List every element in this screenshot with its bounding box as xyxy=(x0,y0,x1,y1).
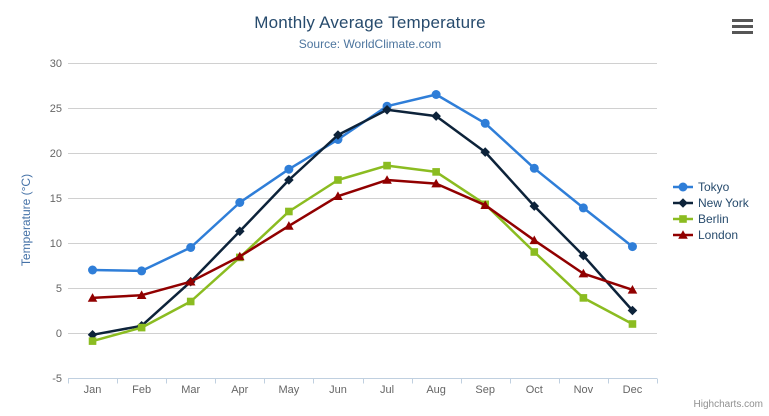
x-axis-label: Feb xyxy=(132,384,151,396)
x-axis-label: Apr xyxy=(231,384,248,396)
data-point[interactable] xyxy=(87,330,98,340)
data-point[interactable] xyxy=(185,276,196,286)
data-point[interactable] xyxy=(334,176,342,184)
data-point[interactable] xyxy=(383,161,391,170)
data-point[interactable] xyxy=(284,175,294,185)
legend-marker-diamond-icon xyxy=(673,198,693,208)
series-line-berlin[interactable] xyxy=(91,164,634,343)
data-point[interactable] xyxy=(431,111,441,121)
data-point[interactable] xyxy=(578,268,589,278)
x-axis-label: May xyxy=(278,384,299,396)
data-point[interactable] xyxy=(137,323,146,332)
data-point[interactable] xyxy=(235,198,245,207)
legend-marker-shape xyxy=(678,182,688,192)
chart-subtitle: Source: WorldClimate.com xyxy=(298,37,442,51)
series-line-london[interactable] xyxy=(91,178,634,300)
data-point[interactable] xyxy=(88,337,97,345)
data-point[interactable] xyxy=(578,203,588,213)
legend-marker-shape xyxy=(678,230,688,239)
legend-marker-circle-icon xyxy=(673,182,693,192)
x-axis-labels: Jan Feb Mar Apr May Jun Jul Aug Sep Oct Nov Dec xyxy=(84,384,643,396)
y-axis-labels: -5 0 5 10 15 20 25 30 xyxy=(50,58,62,385)
y-axis-label: 20 xyxy=(50,148,62,160)
data-point[interactable] xyxy=(628,320,637,328)
chart-title: Monthly Average Temperature xyxy=(254,13,486,32)
x-axis-label: Aug xyxy=(426,384,446,396)
data-point[interactable] xyxy=(136,290,147,299)
data-point[interactable] xyxy=(284,221,294,230)
legend-label: London xyxy=(698,228,739,242)
y-axis-label: 25 xyxy=(50,103,62,115)
x-axis-label: Sep xyxy=(475,384,495,396)
data-point[interactable] xyxy=(480,118,490,128)
data-point[interactable] xyxy=(530,248,539,256)
data-point[interactable] xyxy=(579,294,588,302)
series-line-new-york[interactable] xyxy=(91,108,634,337)
y-axis-label: 30 xyxy=(50,58,62,70)
series-new-york[interactable] xyxy=(87,105,638,340)
data-point[interactable] xyxy=(186,243,196,252)
x-axis-label: Jul xyxy=(380,384,394,396)
x-axis-label: Dec xyxy=(623,384,643,396)
series-line-tokyo[interactable] xyxy=(91,93,634,273)
data-point[interactable] xyxy=(529,201,540,211)
data-point[interactable] xyxy=(431,90,441,99)
y-axis-label: 0 xyxy=(56,328,62,340)
data-point[interactable] xyxy=(529,163,539,173)
legend-item-london[interactable]: London xyxy=(673,227,749,243)
y-axis-label: 15 xyxy=(50,193,62,205)
data-point[interactable] xyxy=(480,147,491,157)
data-point[interactable] xyxy=(234,251,245,261)
x-axis-label: Jan xyxy=(84,384,102,396)
series-tokyo[interactable] xyxy=(88,90,637,276)
data-point[interactable] xyxy=(529,235,540,245)
legend-item-new-york[interactable]: New York xyxy=(673,195,749,211)
legend-item-berlin[interactable]: Berlin xyxy=(673,211,749,227)
y-axis-label: 10 xyxy=(50,238,62,250)
legend-marker-shape xyxy=(678,198,688,208)
data-point[interactable] xyxy=(234,226,245,237)
legend-marker-square-icon xyxy=(673,215,693,223)
data-point[interactable] xyxy=(382,175,392,184)
data-point[interactable] xyxy=(431,178,441,188)
x-axis-label: Nov xyxy=(574,384,594,396)
gridlines xyxy=(68,63,657,379)
data-point[interactable] xyxy=(627,305,638,316)
series-london[interactable] xyxy=(87,175,638,302)
data-point[interactable] xyxy=(186,297,195,306)
data-point[interactable] xyxy=(285,207,293,216)
legend-marker-triangle-icon xyxy=(673,230,693,239)
data-point[interactable] xyxy=(88,265,98,275)
x-axis-label: Jun xyxy=(329,384,347,396)
data-point[interactable] xyxy=(432,168,440,176)
data-point[interactable] xyxy=(284,164,294,174)
legend-marker-shape xyxy=(679,215,687,223)
data-point[interactable] xyxy=(382,105,392,115)
data-point[interactable] xyxy=(333,191,343,200)
x-axis-label: Oct xyxy=(526,384,543,396)
legend-label: New York xyxy=(698,196,749,210)
highcharts-credit-link[interactable]: Highcharts.com xyxy=(693,399,763,410)
y-axis-label: 5 xyxy=(56,283,62,295)
hamburger-bar xyxy=(732,25,753,28)
y-axis-label: -5 xyxy=(52,373,62,385)
data-point[interactable] xyxy=(480,200,491,209)
data-point[interactable] xyxy=(627,242,637,252)
legend-label: Berlin xyxy=(698,212,729,226)
data-point[interactable] xyxy=(627,285,638,294)
data-point[interactable] xyxy=(137,266,147,276)
legend: Tokyo New York Berlin London xyxy=(673,179,749,243)
legend-label: Tokyo xyxy=(698,180,730,194)
hamburger-menu-icon[interactable] xyxy=(732,19,753,34)
hamburger-bar xyxy=(732,19,753,22)
hamburger-bar xyxy=(732,31,753,34)
data-point[interactable] xyxy=(333,130,343,140)
x-axis xyxy=(68,378,658,384)
data-point[interactable] xyxy=(87,293,98,302)
data-point[interactable] xyxy=(578,250,589,261)
legend-item-tokyo[interactable]: Tokyo xyxy=(673,179,749,195)
x-axis-label: Mar xyxy=(181,384,200,396)
